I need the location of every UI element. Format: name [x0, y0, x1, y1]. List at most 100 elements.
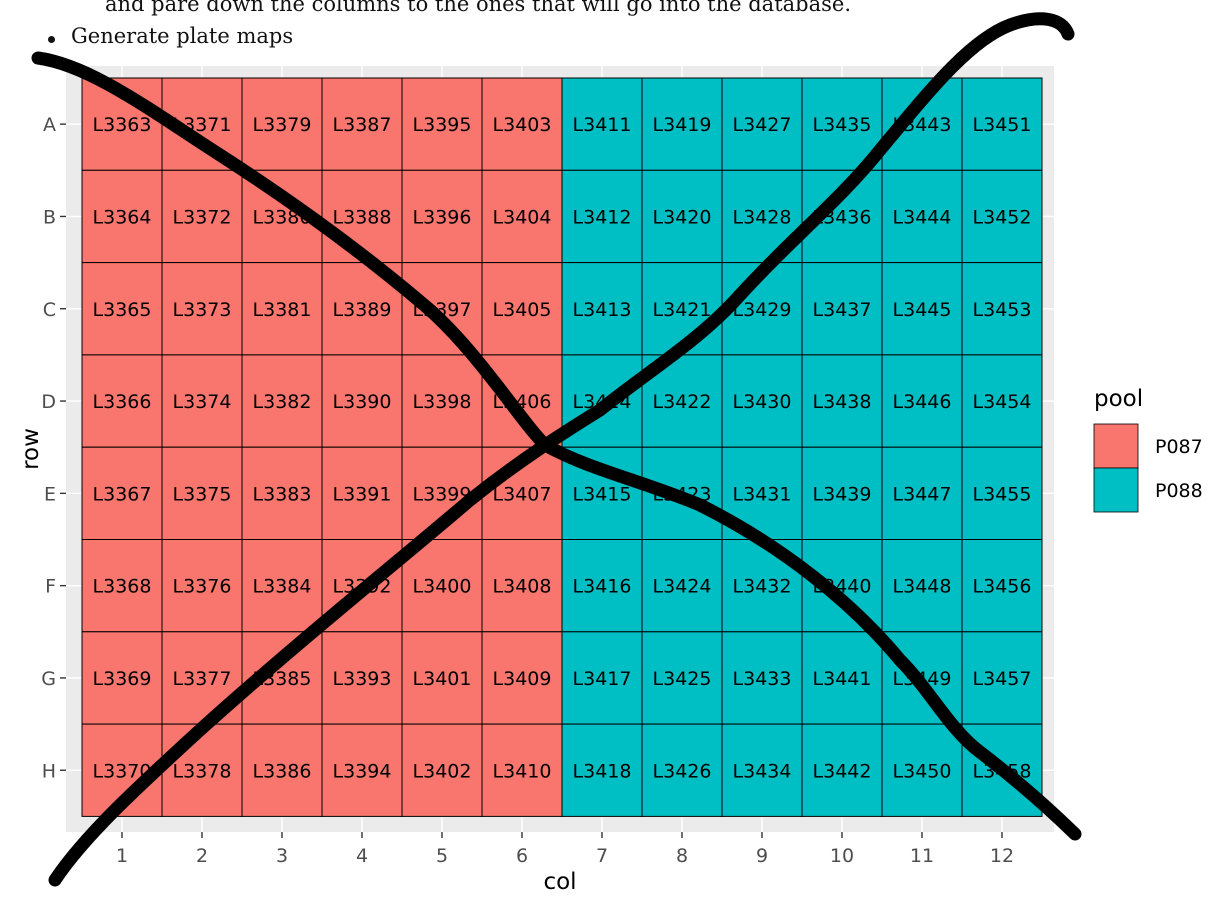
- tile-label: L3416: [573, 576, 632, 598]
- legend-title: pool: [1094, 386, 1143, 412]
- tile-label: L3373: [173, 299, 232, 321]
- tile-label: L3434: [733, 760, 792, 782]
- tile-label: L3386: [253, 760, 312, 782]
- tile: [801, 631, 883, 725]
- tile-label: L3383: [253, 483, 312, 505]
- tile-label: L3396: [413, 206, 472, 228]
- strike-stroke-2: [48, 12, 1075, 887]
- tile-label: L3382: [253, 391, 312, 413]
- legend-key: [1093, 467, 1139, 513]
- legend-label: P088: [1155, 480, 1203, 502]
- x-axis: 1 2 3 4 5 6 7 8 9 10 11 12: [116, 832, 1014, 867]
- bullet-text: Generate plate maps: [71, 24, 294, 48]
- tile: [241, 446, 323, 541]
- tile-label: L3439: [813, 483, 872, 505]
- bullet-icon: [48, 35, 55, 43]
- tile: [801, 262, 883, 356]
- tile-label: L3455: [973, 483, 1032, 505]
- x-tick-label: 7: [596, 845, 608, 867]
- tile-label: L3378: [173, 760, 232, 782]
- tile: [561, 539, 643, 633]
- tile: [961, 446, 1043, 541]
- tile-label: L3368: [93, 576, 152, 598]
- tile-label: L3377: [173, 668, 232, 690]
- y-tick-label: E: [44, 483, 56, 505]
- x-tick-label: 11: [910, 845, 934, 867]
- tile-label: L3400: [413, 576, 472, 598]
- x-tick-label: 3: [276, 845, 288, 867]
- tile-label: L3395: [413, 114, 472, 136]
- tile: [561, 262, 643, 356]
- tile: [481, 77, 563, 171]
- tile: [481, 169, 563, 264]
- tile: [641, 539, 723, 633]
- tile-label: L3427: [733, 114, 792, 136]
- tile-label: L3409: [493, 668, 552, 690]
- strike-stroke-1: [31, 51, 1082, 841]
- tile-label: L3419: [653, 114, 712, 136]
- tile: [881, 723, 963, 817]
- tile-label: L3428: [733, 206, 792, 228]
- tile: [721, 631, 803, 725]
- tile-label: L3411: [573, 114, 632, 136]
- tile-label: L3364: [93, 206, 152, 228]
- tile: [721, 723, 803, 817]
- tile: [81, 446, 163, 541]
- tile: [321, 723, 403, 817]
- tile-label: L3426: [653, 760, 712, 782]
- y-axis: A B C D E F G H: [41, 114, 66, 782]
- tile-label: L3403: [493, 114, 552, 136]
- legend: pool P087 P088: [1093, 386, 1203, 513]
- y-tick-label: F: [45, 576, 56, 598]
- x-tick-label: 10: [830, 845, 854, 867]
- tile: [881, 169, 963, 264]
- tile-label: L3389: [333, 299, 392, 321]
- tile-label: L3376: [173, 576, 232, 598]
- tile-label: L3365: [93, 299, 152, 321]
- tile-label: L3413: [573, 299, 632, 321]
- tile-label: L3381: [253, 299, 312, 321]
- tile-label: L3372: [173, 206, 232, 228]
- x-tick-label: 1: [116, 845, 128, 867]
- tile-label: L3375: [173, 483, 232, 505]
- x-tick-label: 4: [356, 845, 368, 867]
- tile: [561, 723, 643, 817]
- x-tick-label: 6: [516, 845, 528, 867]
- tile: [641, 262, 723, 356]
- tile-label: L3363: [93, 114, 152, 136]
- tile: [961, 539, 1043, 633]
- tile: [401, 631, 483, 725]
- tile: [81, 631, 163, 725]
- x-tick-label: 12: [990, 845, 1014, 867]
- tile-label: L3407: [493, 483, 552, 505]
- tile: [401, 169, 483, 264]
- tile-label: L3424: [653, 576, 712, 598]
- tile-label: L3384: [253, 576, 312, 598]
- tile-label: L3448: [893, 576, 952, 598]
- tile: [481, 539, 563, 633]
- x-tick-label: 2: [196, 845, 208, 867]
- tile: [161, 354, 243, 448]
- tile: [961, 631, 1043, 725]
- tile: [241, 77, 323, 171]
- tile-label: L3387: [333, 114, 392, 136]
- tile-label: L3456: [973, 576, 1032, 598]
- tile: [881, 262, 963, 356]
- x-tick-label: 8: [676, 845, 688, 867]
- y-tick-label: C: [43, 299, 56, 321]
- tile: [401, 723, 483, 817]
- tile: [801, 354, 883, 448]
- bullet-item: Generate plate maps: [48, 24, 293, 48]
- tile-label: L3402: [413, 760, 472, 782]
- legend-key: [1093, 423, 1139, 469]
- tile-label: L3404: [493, 206, 552, 228]
- y-tick-label: G: [41, 668, 56, 690]
- tile-label: L3421: [653, 299, 712, 321]
- tile: [641, 77, 723, 171]
- tile-label: L3442: [813, 760, 872, 782]
- x-axis-label: col: [543, 869, 576, 895]
- tile: [241, 723, 323, 817]
- tile: [161, 539, 243, 633]
- strike-through-marks: [31, 12, 1082, 887]
- tile: [481, 631, 563, 725]
